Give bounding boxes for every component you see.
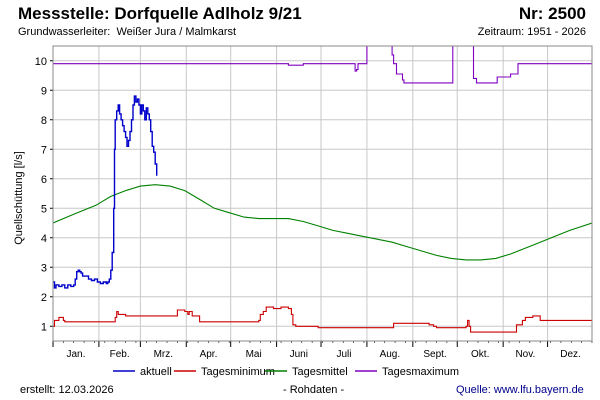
month-label: Jan. (66, 349, 85, 360)
axes: 1 2 3 4 5 6 7 8 9 10 Jan. Feb. Mrz. Apr. Mai Juni Juli Au… (35, 45, 593, 360)
series-lines (53, 46, 592, 333)
aquifer-info: Grundwasserleiter: Weißer Jura / Malmkar… (18, 26, 236, 38)
legend-label-tagesminimum: Tagesminimum (201, 366, 275, 378)
raw-data-note: - Rohdaten - (283, 384, 345, 396)
station-title: Messstelle: Dorfquelle Adlholz 9/21 (18, 4, 302, 23)
station-number: Nr: 2500 (518, 4, 586, 23)
month-label: Mrz. (154, 349, 173, 360)
month-label: Dez. (560, 349, 581, 360)
source-label: Quelle: (456, 384, 491, 396)
month-label: Okt. (471, 349, 489, 360)
source-info: Quelle: www.lfu.bayern.de (456, 384, 584, 396)
aquifer-label: Grundwasserleiter: (18, 26, 111, 38)
y-tick-label: 2 (41, 292, 47, 304)
grid (53, 46, 592, 341)
month-label: Aug. (380, 349, 401, 360)
y-tick-label: 9 (41, 85, 47, 97)
month-label: Mai (246, 349, 262, 360)
month-label: Juli (336, 349, 351, 360)
y-tick-label: 1 (41, 321, 47, 333)
legend-label-tagesmaximum: Tagesmaximum (382, 366, 459, 378)
y-tick-label: 8 (41, 115, 47, 127)
month-label: Feb. (110, 349, 130, 360)
series-tagesmaximum (53, 46, 592, 84)
y-tick-label: 7 (41, 144, 47, 156)
period-label: Zeitraum: 1951 - 2026 (477, 26, 586, 38)
y-tick-label: 10 (35, 56, 47, 68)
y-tick-label: 5 (41, 203, 47, 215)
aquifer-value: Weißer Jura / Malmkarst (116, 26, 237, 38)
plot-frame (52, 45, 593, 342)
source-link[interactable]: www.lfu.bayern.de (493, 384, 584, 396)
legend: aktuell Tagesminimum Tagesmittel Tagesmaxim… (113, 366, 459, 378)
month-label: Juni (290, 349, 308, 360)
legend-label-tagesmittel: Tagesmittel (292, 366, 348, 378)
series-tagesminimum (53, 306, 592, 333)
y-tick-label: 4 (41, 233, 47, 245)
series-aktuell (53, 95, 158, 289)
legend-label-aktuell: aktuell (140, 366, 172, 378)
month-label: Apr. (200, 349, 218, 360)
month-label: Sept. (423, 349, 446, 360)
month-label: Nov. (515, 349, 535, 360)
y-tick-label: 3 (41, 262, 47, 274)
y-tick-label: 6 (41, 174, 47, 186)
series-tagesmittel (53, 184, 592, 261)
plot-area (53, 46, 592, 341)
created-date: erstellt: 12.03.2026 (20, 384, 114, 396)
y-axis-label: Quellschüttung [l/s] (13, 151, 25, 245)
